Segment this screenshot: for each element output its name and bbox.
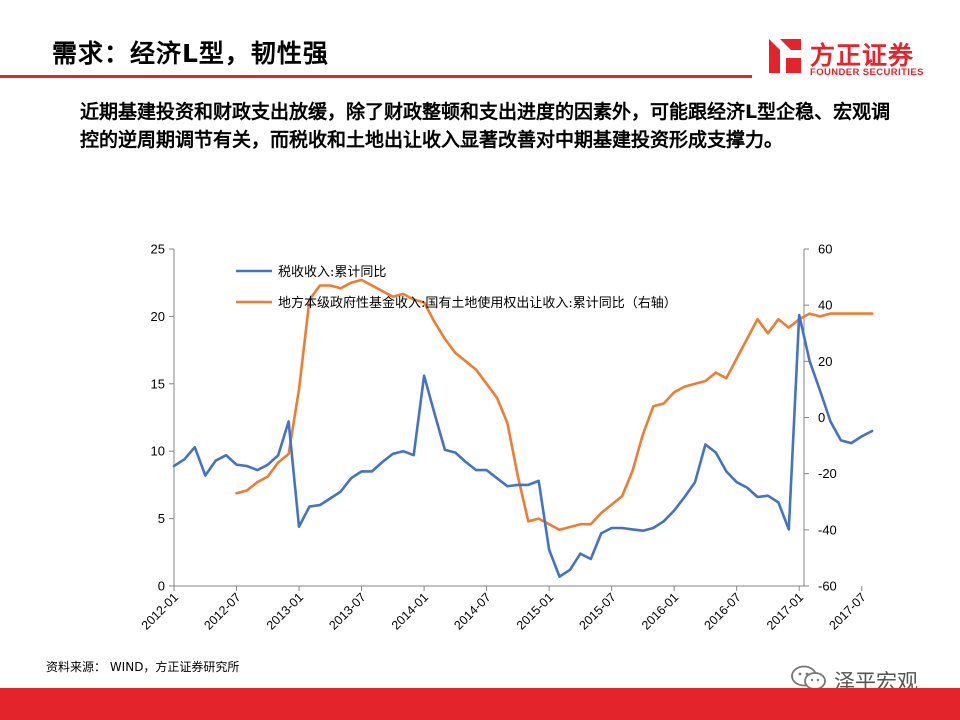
y-left-ticks: 0 5 10 15 20 25 <box>151 242 174 594</box>
series-line-land-revenue <box>235 278 874 532</box>
logo-name-cn: 方正证券 <box>810 41 915 70</box>
x-tick-label: 2012-01 <box>139 590 181 632</box>
page-title: 需求：经济L型，韧性强 <box>52 39 329 68</box>
x-tick-label: 2017-07 <box>827 590 869 632</box>
x-tick-label: 2014-07 <box>451 590 493 632</box>
footer-bar <box>0 688 960 720</box>
x-tick-label: 2014-01 <box>389 590 431 632</box>
wechat-icon <box>791 665 826 690</box>
y-left-tick-label: 5 <box>158 511 165 526</box>
y-left-tick-label: 0 <box>158 579 165 594</box>
x-tick-label: 2016-07 <box>701 590 743 632</box>
x-tick-label: 2013-07 <box>326 590 368 632</box>
y-left-tick-label: 10 <box>151 444 165 459</box>
y-right-tick-label: -40 <box>818 522 837 537</box>
logo-name-en: FOUNDER SECURITIES <box>810 67 924 78</box>
legend: 税收收入:累计同比 地方本级政府性基金收入:国有土地使用权出让收入:累计同比（右… <box>236 265 677 311</box>
title-divider <box>0 75 752 78</box>
y-right-tick-label: -20 <box>818 466 837 481</box>
founder-logo-icon <box>769 39 801 73</box>
x-tick-label: 2015-01 <box>514 590 556 632</box>
y-right-tick-label: 40 <box>818 298 832 313</box>
x-ticks: 2012-01 2012-07 2013-01 2013-07 2014-01 2014-… <box>139 586 869 633</box>
company-logo: 方正证券 FOUNDER SECURITIES <box>766 36 926 80</box>
summary-text: 近期基建投资和财政支出放缓，除了财政整顿和支出进度的因素外，可能跟经济L型企稳、… <box>80 101 891 151</box>
x-tick-label: 2017-01 <box>764 590 806 632</box>
y-right-tick-label: 0 <box>818 410 825 425</box>
y-right-tick-label: 20 <box>818 354 832 369</box>
series-line-tax-revenue <box>172 313 874 578</box>
x-tick-label: 2015-07 <box>576 590 618 632</box>
y-left-tick-label: 20 <box>151 309 165 324</box>
x-tick-label: 2012-07 <box>201 590 243 632</box>
y-right-tick-label: 60 <box>818 242 832 257</box>
x-tick-label: 2013-01 <box>264 590 306 632</box>
y-right-tick-label: -60 <box>818 579 837 594</box>
y-left-tick-label: 25 <box>151 242 165 257</box>
legend-label-land: 地方本级政府性基金收入:国有土地使用权出让收入:累计同比（右轴） <box>278 295 677 311</box>
source-note: 资料来源： WIND，方正证券研究所 <box>46 660 240 674</box>
legend-label-tax: 税收收入:累计同比 <box>278 265 386 280</box>
y-left-tick-label: 15 <box>151 376 165 391</box>
x-tick-label: 2016-01 <box>639 590 681 632</box>
y-right-ticks: -60 -40 -20 0 20 40 60 <box>804 242 837 594</box>
